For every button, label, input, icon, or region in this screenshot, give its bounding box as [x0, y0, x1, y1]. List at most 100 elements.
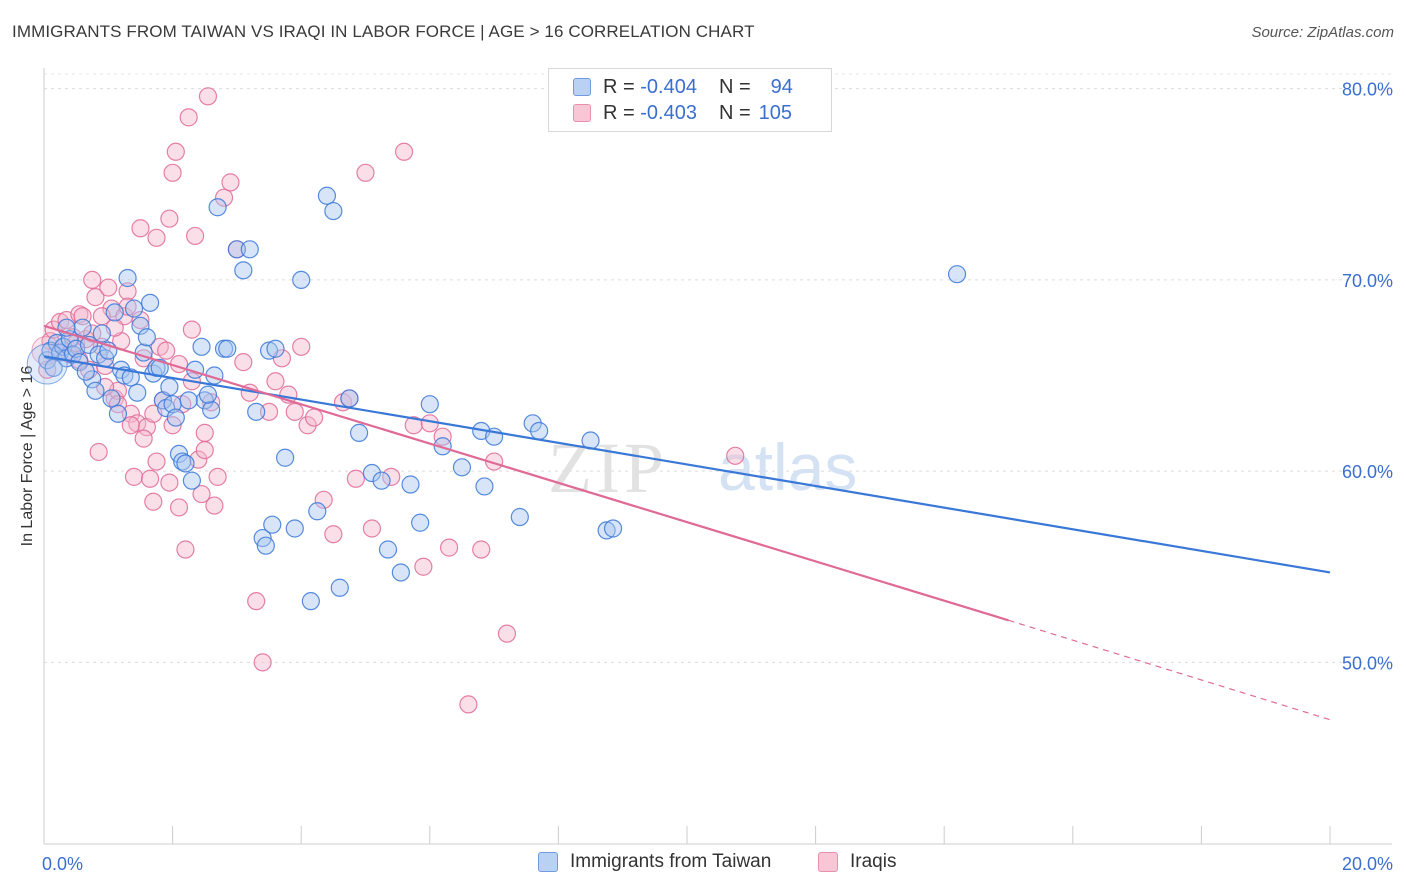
legend-n-value: 105 — [758, 101, 793, 124]
legend-swatch-iraqis — [573, 104, 591, 122]
taiwan-point — [227, 240, 246, 259]
taiwan-point — [256, 536, 275, 555]
taiwan-point — [92, 324, 111, 343]
iraqis-point — [205, 496, 224, 515]
iraqis-point — [433, 427, 452, 446]
y-tick-label: 80.0% — [1342, 80, 1393, 100]
taiwan-point — [234, 261, 253, 280]
iraqis-point — [83, 270, 102, 290]
iraqis-point — [121, 416, 140, 435]
taiwan-point — [218, 339, 237, 358]
taiwan-point — [324, 201, 343, 221]
watermark-zip: ZIP — [548, 428, 668, 508]
legend-r-label: R = — [603, 75, 635, 98]
iraqis-point — [414, 557, 433, 576]
taiwan-point — [192, 337, 211, 356]
iraqis-point — [89, 442, 108, 462]
taiwan-point — [420, 395, 439, 414]
iraqis-point — [394, 142, 414, 161]
taiwan-point — [173, 452, 192, 471]
iraqis-point — [195, 423, 214, 442]
iraqis-point — [169, 354, 189, 374]
iraqis-point — [208, 467, 227, 486]
iraqis-point — [157, 341, 176, 360]
trend-lines — [43, 324, 1331, 721]
taiwan-point — [140, 293, 160, 312]
series-legend-label-taiwan: Immigrants from Taiwan — [570, 851, 772, 872]
taiwan-point — [108, 404, 128, 423]
iraqis-point — [131, 219, 150, 238]
series-legend-label-iraqis: Iraqis — [850, 851, 897, 872]
taiwan-point — [208, 198, 227, 217]
iraqis-point — [179, 108, 198, 127]
iraqis-point — [118, 282, 137, 301]
series-legend-iraqis[interactable]: Iraqis — [818, 851, 896, 873]
taiwan-point — [263, 515, 282, 534]
iraqis-point — [324, 525, 343, 544]
taiwan-point — [292, 270, 311, 290]
taiwan-point — [947, 265, 967, 284]
legend-swatch-taiwan — [573, 78, 591, 96]
iraqis-point — [147, 452, 166, 471]
legend-n-label: N = — [718, 101, 751, 124]
y-tick-label: 70.0% — [1342, 271, 1393, 291]
iraqis-point — [192, 484, 211, 504]
taiwan-point — [330, 578, 349, 597]
iraqis-point — [134, 429, 153, 448]
iraqis-point — [195, 440, 214, 460]
taiwan-point — [124, 299, 144, 318]
legend-row-taiwan: R = -0.404 N = 94 — [573, 75, 793, 99]
taiwan-point — [73, 318, 92, 337]
legend-r-value: -0.403 — [640, 101, 697, 124]
iraqis-point — [404, 416, 423, 435]
y-tick-label: 50.0% — [1342, 653, 1393, 673]
taiwan-point — [433, 437, 452, 456]
iraqis-point — [214, 188, 234, 207]
watermark: ZIP atlas — [548, 428, 857, 508]
tick-labels: 50.0% 60.0% 70.0% 80.0% 0.0% 20.0% — [42, 80, 1393, 874]
taiwan-point — [76, 362, 95, 381]
iraqis-point — [163, 163, 182, 182]
taiwan-point — [137, 328, 156, 347]
iraqis-point — [726, 446, 745, 465]
taiwan-point — [317, 186, 337, 205]
iraqis-point — [70, 305, 89, 324]
taiwan-point — [86, 381, 105, 400]
taiwan-point — [452, 458, 472, 477]
iraqis-point — [176, 540, 195, 559]
taiwan-point — [276, 448, 295, 467]
taiwan-point — [44, 358, 63, 377]
iraqis-point — [253, 653, 272, 672]
legend-n-value: 94 — [770, 75, 793, 98]
taiwan-point — [362, 463, 382, 483]
trend-line-iraqis — [43, 324, 1009, 622]
taiwan-point — [597, 521, 616, 540]
trend-line-iraqis-extrapolated — [1008, 619, 1331, 721]
iraqis-point — [234, 353, 253, 372]
taiwan-point — [308, 502, 327, 521]
iraqis-point — [147, 228, 166, 247]
watermark-atlas: atlas — [718, 430, 857, 504]
axes — [43, 68, 1392, 845]
taiwan-point — [198, 385, 218, 404]
taiwan-point — [105, 303, 124, 322]
taiwan-point-cluster — [26, 343, 68, 385]
series-legend-swatch-iraqis — [818, 852, 838, 872]
taiwan-point — [166, 408, 185, 427]
y-tick-label: 60.0% — [1342, 462, 1393, 482]
iraqis-point — [346, 469, 365, 488]
taiwan-point — [530, 421, 549, 441]
taiwan-point — [247, 402, 266, 421]
iraqis-point — [169, 498, 189, 517]
series-legend: Immigrants from Taiwan Iraqis — [0, 851, 1406, 877]
iraqis-point — [285, 402, 304, 421]
taiwan-point — [301, 592, 320, 611]
taiwan-point — [378, 540, 398, 559]
taiwan-point — [266, 339, 285, 358]
taiwan-point — [118, 268, 137, 288]
iraqis-point — [221, 173, 240, 192]
taiwan-point — [603, 519, 623, 538]
iraqis-point — [166, 142, 185, 161]
series-legend-taiwan[interactable]: Immigrants from Taiwan — [538, 851, 771, 873]
